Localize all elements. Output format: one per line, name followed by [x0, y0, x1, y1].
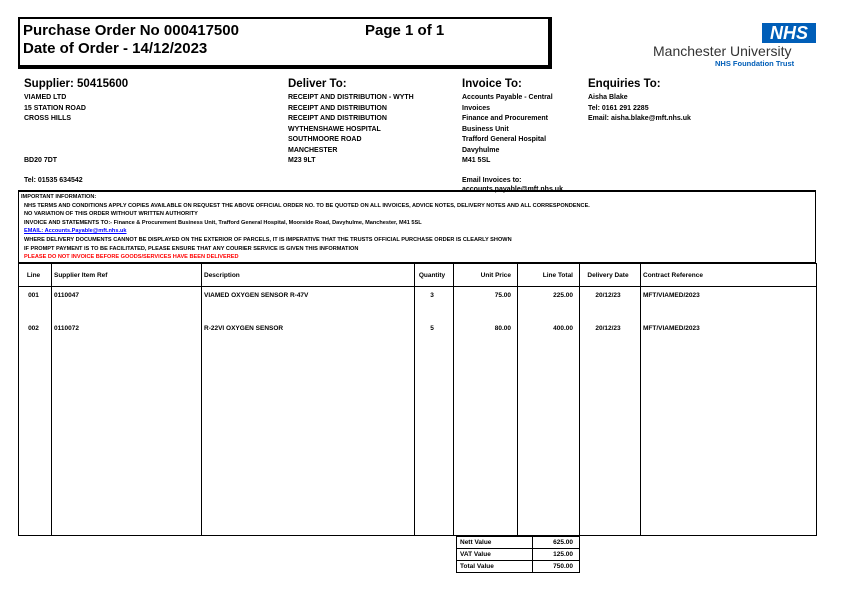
supplier-title: Supplier: 50415600 [24, 78, 129, 90]
address-line: Invoices [462, 104, 491, 112]
po-title: Purchase Order No 000417500 [23, 22, 239, 39]
column-header: Quantity [418, 272, 446, 279]
info-line: INVOICE AND STATEMENTS TO:- Finance & Pr… [24, 219, 422, 226]
order-date: Date of Order - 14/12/2023 [23, 40, 208, 57]
deliver-address: RECEIPT AND DISTRIBUTION - WYTH RECEIPT A… [288, 93, 414, 167]
contact-line: Aisha Blake [588, 94, 628, 101]
table-cell: 75.00 [494, 292, 511, 299]
supplier-tel: Tel: 01535 634542 [24, 177, 83, 184]
table-cell: 20/12/23 [595, 325, 621, 332]
column-divider [51, 264, 52, 535]
address-line: Trafford General Hospital [462, 136, 547, 143]
table-cell: 0110072 [54, 325, 79, 332]
table-cell: 002 [28, 325, 39, 332]
address-line [24, 125, 86, 136]
column-header: Line [26, 272, 41, 279]
address-line: 15 STATION ROAD [24, 104, 86, 112]
totals-label: Nett Value [457, 537, 533, 548]
header-divider [19, 286, 816, 287]
address-line: RECEIPT AND DISTRIBUTION - WYTH [288, 94, 414, 101]
totals-value: 125.00 [553, 551, 573, 558]
page-number: Page 1 of 1 [365, 22, 445, 39]
address-line: CROSS HILLS [24, 115, 72, 122]
address-line: SOUTHMOORE ROAD [288, 136, 362, 143]
address-line: RECEIPT AND DISTRIBUTION [288, 115, 387, 122]
invoice-warning: PLEASE DO NOT INVOICE BEFORE GOODS/SERVI… [24, 254, 239, 261]
column-divider [453, 264, 454, 535]
order-lines-table: Line Supplier Item Ref Description Quantity… [18, 263, 817, 536]
contact-line: Email: aisha.blake@mft.nhs.uk [588, 115, 691, 122]
header-box [18, 17, 552, 69]
table-cell: VIAMED OXYGEN SENSOR R-47V [204, 292, 309, 299]
address-line: Finance and Procurement [462, 115, 548, 122]
totals-row: VAT Value 125.00 [457, 549, 579, 561]
column-divider [201, 264, 202, 535]
supplier-address: VIAMED LTD 15 STATION ROAD CROSS HILLS BD2… [24, 93, 86, 167]
org-name: Manchester University [653, 43, 792, 59]
accounts-email-link[interactable]: EMAIL: Accounts.Payable@mft.nhs.uk [24, 228, 127, 235]
totals-row: Total Value 750.00 [457, 561, 579, 572]
address-line: M41 5SL [462, 157, 491, 164]
important-info-box: IMPORTANT INFORMATION: NHS TERMS AND CON… [18, 190, 816, 263]
info-line: WHERE DELIVERY DOCUMENTS CANNOT BE DISPL… [24, 236, 512, 243]
address-line: RECEIPT AND DISTRIBUTION [288, 104, 387, 112]
address-line: BD20 7DT [24, 157, 58, 164]
important-lines-2: WHERE DELIVERY DOCUMENTS CANNOT BE DISPL… [19, 236, 815, 253]
column-divider [517, 264, 518, 535]
address-line: M23 9LT [288, 157, 316, 164]
table-cell: 3 [430, 292, 434, 299]
table-cell: 400.00 [553, 325, 573, 332]
invoice-title: Invoice To: [462, 78, 522, 90]
totals-label: VAT Value [457, 549, 533, 560]
table-cell: 0110047 [54, 292, 79, 299]
nhs-logo: NHS [762, 23, 816, 43]
contact-line: Tel: 0161 291 2285 [588, 104, 649, 112]
org-subtitle: NHS Foundation Trust [715, 59, 795, 68]
enquiries-contact: Aisha Blake Tel: 0161 291 2285 Email: aish… [588, 93, 691, 125]
info-line: IF PROMPT PAYMENT IS TO BE FACILITATED, … [24, 245, 359, 252]
table-cell: 5 [430, 325, 434, 332]
address-line: Accounts Payable - Central [462, 94, 553, 101]
invoice-email[interactable]: accounts.payable@mft.nhs.uk [462, 186, 563, 193]
totals-label: Total Value [457, 561, 533, 572]
address-line: Davyhulme [462, 146, 500, 154]
column-header: Unit Price [480, 272, 511, 279]
table-cell: 80.00 [494, 325, 511, 332]
info-line: NO VARIATION OF THIS ORDER WITHOUT WRITT… [24, 211, 198, 218]
important-title: IMPORTANT INFORMATION: [21, 194, 97, 200]
column-header: Contract Reference [643, 272, 703, 279]
table-cell: R-22VI OXYGEN SENSOR [204, 325, 284, 332]
address-line: Business Unit [462, 125, 509, 133]
column-divider [640, 264, 641, 535]
info-line: NHS TERMS AND CONDITIONS APPLY COPIES AV… [24, 202, 590, 209]
enquiries-title: Enquiries To: [588, 78, 661, 90]
deliver-title: Deliver To: [288, 78, 347, 90]
address-line [24, 135, 86, 146]
address-line: MANCHESTER [288, 146, 338, 154]
column-header: Delivery Date [587, 272, 629, 279]
important-lines: NHS TERMS AND CONDITIONS APPLY COPIES AV… [19, 202, 815, 228]
totals-value: 750.00 [553, 563, 573, 570]
totals-box: Nett Value 625.00 VAT Value 125.00 Total Val… [456, 536, 580, 573]
table-cell: MFT/VIAMED/2023 [643, 292, 700, 299]
table-cell: MFT/VIAMED/2023 [643, 325, 700, 332]
invoice-email-label: Email Invoices to: [462, 177, 522, 184]
totals-value: 625.00 [553, 539, 573, 546]
address-line: VIAMED LTD [24, 94, 67, 101]
invoice-address: Accounts Payable - Central Invoices Financ… [462, 93, 553, 167]
address-line [24, 146, 86, 157]
column-divider [414, 264, 415, 535]
table-cell: 001 [28, 292, 39, 299]
totals-row: Nett Value 625.00 [457, 537, 579, 549]
table-cell: 225.00 [553, 292, 573, 299]
column-header: Line Total [542, 272, 573, 279]
column-divider [579, 264, 580, 535]
table-cell: 20/12/23 [595, 292, 621, 299]
address-line: WYTHENSHAWE HOSPITAL [288, 125, 381, 133]
column-header: Description [204, 272, 240, 279]
column-header: Supplier Item Ref [54, 272, 108, 279]
